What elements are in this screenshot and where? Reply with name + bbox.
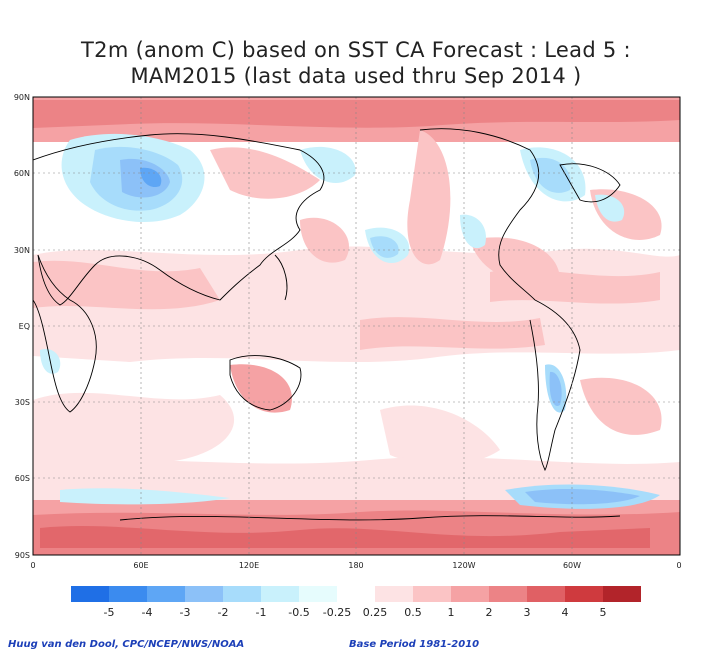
colorbar-label: 2 (486, 606, 493, 619)
lat-label: 60S (15, 474, 30, 483)
colorbar-swatch (375, 586, 413, 602)
lat-label: 30S (15, 398, 30, 407)
colorbar-label: -3 (180, 606, 191, 619)
lon-label: 180 (348, 561, 363, 570)
map-title-line2: MAM2015 (last data used thru Sep 2014 ) (130, 64, 582, 88)
lon-label: 60E (133, 561, 148, 570)
map-frame (32, 96, 681, 556)
colorbar-swatch (223, 586, 261, 602)
lon-label: 120W (452, 561, 475, 570)
colorbar-label: 1 (448, 606, 455, 619)
colorbar-swatch (603, 586, 641, 602)
colorbar-swatch (109, 586, 147, 602)
continent-outlines (33, 128, 621, 521)
colorbar-label: -1 (256, 606, 267, 619)
colorbar-swatch (451, 586, 489, 602)
colorbar-label: 0.25 (363, 606, 388, 619)
lon-label: 120E (239, 561, 259, 570)
colorbar-swatch (261, 586, 299, 602)
colorbar-label: 0.5 (404, 606, 422, 619)
colorbar-label: -0.5 (288, 606, 309, 619)
colorbar-swatch (71, 586, 109, 602)
map-plot-area (33, 97, 680, 555)
colorbar-swatch (185, 586, 223, 602)
lon-label: 0 (30, 561, 35, 570)
lon-label: 60W (563, 561, 581, 570)
colorbar-label: 5 (600, 606, 607, 619)
colorbar-swatch (527, 586, 565, 602)
colorbar-label: -4 (142, 606, 153, 619)
colorbar-label: -2 (218, 606, 229, 619)
lat-label: 90S (15, 551, 30, 560)
map-grid (33, 97, 680, 555)
lat-label: 60N (14, 169, 30, 178)
colorbar-swatch (337, 586, 375, 602)
colorbar-label: -5 (104, 606, 115, 619)
credit-base-period: Base Period 1981-2010 (349, 639, 480, 650)
colorbar-swatch (489, 586, 527, 602)
colorbar-swatch (147, 586, 185, 602)
lon-label: 0 (676, 561, 681, 570)
colorbar-swatch (413, 586, 451, 602)
lat-label: EQ (19, 322, 30, 331)
colorbar-label: 4 (562, 606, 569, 619)
colorbar-label: -0.25 (323, 606, 351, 619)
colorbar-label: 3 (524, 606, 531, 619)
map-title-line1: T2m (anom C) based on SST CA Forecast : … (81, 38, 631, 62)
colorbar-swatch (299, 586, 337, 602)
lat-label: 90N (14, 93, 30, 102)
colorbar: -5 -4 -3 -2 -1 -0.5 -0.25 0.25 0.5 1 2 3 4 5 (71, 586, 641, 619)
colorbar-swatch (565, 586, 603, 602)
lat-label: 30N (14, 246, 30, 255)
credit-author: Huug van den Dool, CPC/NCEP/NWS/NOAA (8, 639, 245, 650)
